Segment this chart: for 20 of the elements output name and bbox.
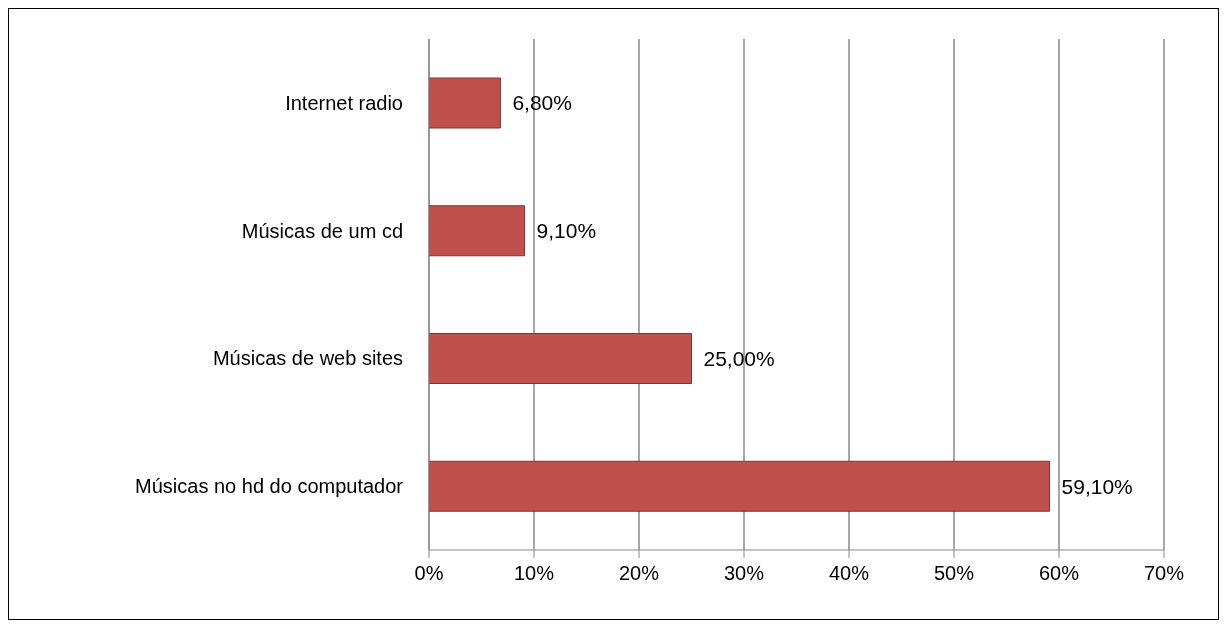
y-tick-label: Músicas no hd do computador — [135, 475, 404, 498]
data-label: 9,10% — [536, 219, 597, 243]
x-tick-label: 10% — [513, 562, 555, 585]
x-tick-label: 50% — [933, 562, 975, 585]
x-tick-label: 20% — [618, 562, 660, 585]
x-tick-label: 60% — [1038, 562, 1080, 585]
data-label: 25,00% — [703, 346, 775, 370]
x-tick-label: 30% — [723, 562, 765, 585]
y-tick-label: Internet radio — [285, 91, 403, 114]
bar — [429, 333, 692, 384]
x-tick-label: 70% — [1143, 562, 1185, 585]
x-tick-label: 40% — [828, 562, 870, 585]
x-tick-label: 0% — [414, 562, 444, 585]
bar — [429, 205, 526, 257]
bar — [429, 77, 501, 129]
data-label: 59,10% — [1061, 474, 1133, 498]
y-tick-label: Músicas de web sites — [212, 347, 403, 370]
y-tick-label: Músicas de um cd — [241, 219, 403, 242]
data-label: 6,80% — [512, 91, 572, 115]
bar — [429, 460, 1051, 512]
